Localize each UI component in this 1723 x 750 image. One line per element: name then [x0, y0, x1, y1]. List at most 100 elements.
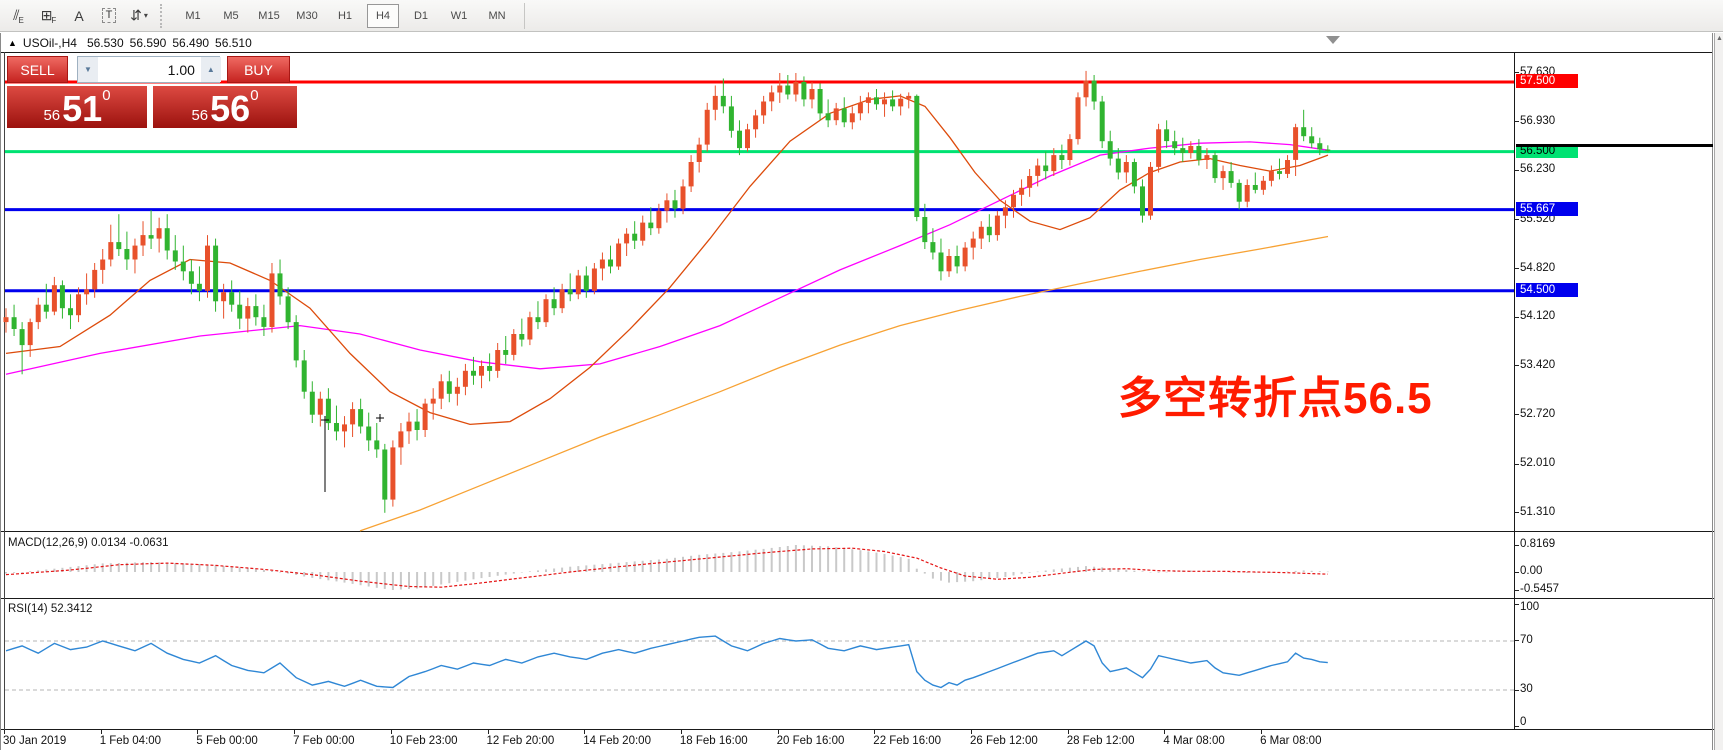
sell-price-main: 51 — [62, 88, 103, 129]
macd-bar — [545, 569, 547, 572]
candle-body — [1051, 155, 1057, 172]
candle-body — [309, 391, 315, 415]
macd-bar — [528, 571, 531, 572]
price-level-chip: 57.500 — [1516, 74, 1578, 88]
text-box-icon[interactable]: T — [94, 3, 124, 29]
sell-button[interactable]: SELL — [7, 56, 68, 83]
candle-body — [325, 398, 331, 424]
macd-bar — [69, 566, 72, 572]
time-tick-label: 1 Feb 04:00 — [99, 735, 162, 747]
lot-increase-button[interactable]: ▲ — [200, 57, 221, 82]
candle-body — [269, 273, 275, 327]
candle-body — [43, 304, 49, 312]
macd-bar — [1294, 570, 1297, 572]
time-tick-label: 7 Feb 00:00 — [293, 735, 355, 747]
chart-annotation-text: 多空转折点56.5 — [1118, 374, 1433, 423]
timeframe-button-m15[interactable]: M15 — [258, 9, 280, 22]
lot-size-input[interactable] — [97, 57, 201, 82]
macd-bar — [907, 558, 910, 572]
timeframe-button-mn[interactable]: MN — [488, 9, 506, 22]
candle-body — [68, 308, 73, 316]
macd-bar — [464, 572, 467, 581]
lot-size-spinner: ▼ ▲ — [77, 56, 221, 83]
candle-body — [1164, 129, 1170, 142]
arrange-objects-icon[interactable]: ⇵ ▾ — [130, 7, 148, 23]
quote-open: 56.530 — [86, 35, 124, 50]
price-tick-mark — [1514, 169, 1519, 171]
macd-value: 0.0134 — [91, 537, 127, 549]
price-tick-label: 52.010 — [1520, 457, 1556, 470]
candle-body — [1188, 146, 1194, 153]
macd-bar — [891, 555, 894, 572]
candle-body — [994, 215, 1000, 236]
macd-bar — [698, 554, 701, 572]
macd-bar — [714, 553, 717, 572]
chart-title-bar: ▲ USOil-,H4 56.530 56.590 56.490 56.510 — [0, 33, 1713, 52]
candle-body — [366, 426, 372, 441]
chart-shift-icon[interactable] — [1326, 36, 1340, 44]
timeframe-button-w1[interactable]: W1 — [450, 9, 468, 22]
macd-bar — [327, 572, 330, 581]
current-price-marker — [1516, 143, 1713, 147]
macd-bar — [399, 572, 402, 590]
macd-bar — [287, 572, 290, 574]
candle-body — [865, 97, 871, 103]
time-tick-mark — [777, 730, 779, 734]
timeframe-button-h1[interactable]: H1 — [337, 9, 353, 22]
candle-body — [148, 235, 154, 239]
candle-body — [1027, 176, 1033, 188]
candle-body — [1220, 171, 1226, 179]
buy-price-main: 56 — [210, 88, 251, 129]
timeframe-button-m5[interactable]: M5 — [223, 9, 239, 22]
rsi-tick-label: 0 — [1520, 716, 1527, 728]
candle-body — [3, 317, 9, 323]
candle-body — [680, 186, 686, 209]
candle-body — [753, 115, 759, 130]
indicators-icon[interactable]: ⫽ E — [13, 7, 24, 25]
buy-button[interactable]: BUY — [227, 56, 290, 83]
macd-tick-label: 0.8169 — [1520, 538, 1556, 551]
macd-bar — [125, 562, 128, 572]
vertical-scrollbar[interactable]: ▲ — [1714, 33, 1723, 750]
timeframe-button-m1[interactable]: M1 — [185, 9, 201, 22]
grid-icon[interactable]: ⊞ F — [40, 7, 57, 25]
candle-body — [930, 242, 936, 253]
timeframe-button-d1[interactable]: D1 — [413, 9, 429, 22]
timeframe-button-h4[interactable]: H4 — [367, 3, 399, 28]
time-tick-label: 18 Feb 16:00 — [679, 735, 748, 747]
macd-bar — [1028, 572, 1031, 573]
lot-decrease-button[interactable]: ▼ — [78, 57, 98, 82]
macd-bar — [109, 563, 112, 572]
scroll-up-icon[interactable]: ▲ — [1716, 35, 1723, 42]
macd-bar — [899, 557, 902, 572]
price-tick-mark — [1514, 512, 1519, 514]
time-tick-label: 5 Feb 00:00 — [196, 735, 258, 747]
time-tick-label: 22 Feb 16:00 — [873, 735, 942, 747]
candle-body — [116, 242, 122, 250]
macd-bar — [931, 572, 934, 579]
collapse-arrow-icon[interactable]: ▲ — [8, 37, 17, 48]
sell-price-display[interactable]: 56 51 0 — [7, 86, 147, 128]
buy-price-display[interactable]: 56 56 0 — [153, 86, 297, 128]
macd-bar — [1157, 572, 1160, 573]
candle-body — [1301, 127, 1307, 137]
macd-bar — [682, 556, 684, 572]
text-label-icon[interactable]: A — [74, 7, 84, 24]
candle-body — [978, 226, 984, 239]
candle-body — [624, 233, 630, 244]
macd-bar — [303, 572, 306, 577]
candle-body — [898, 98, 904, 107]
time-tick-mark — [390, 730, 392, 734]
candle-body — [479, 366, 484, 376]
macd-bar — [21, 572, 24, 573]
candle-body — [59, 285, 65, 309]
candle-body — [608, 259, 613, 267]
macd-bar — [335, 572, 338, 582]
time-tick-mark — [197, 730, 199, 734]
candle-body — [342, 424, 347, 432]
rsi-tick-mark — [1514, 603, 1519, 605]
timeframe-button-m30[interactable]: M30 — [296, 9, 318, 22]
candle-body — [124, 249, 130, 260]
macd-bar — [1149, 572, 1152, 573]
